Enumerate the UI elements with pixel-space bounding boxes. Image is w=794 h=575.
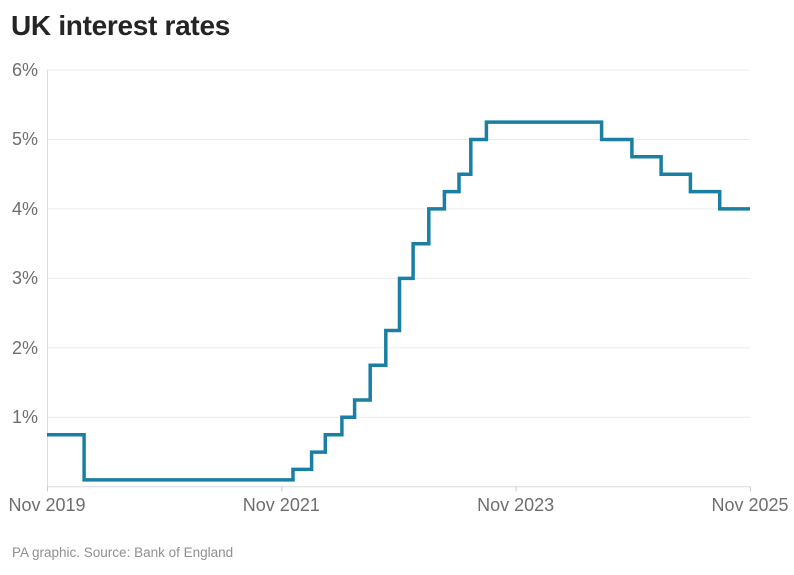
y-tick-label: 3% <box>11 268 38 289</box>
rate-step-line <box>47 120 750 482</box>
x-tick-label: Nov 2019 <box>8 495 86 515</box>
x-tick-label: Nov 2021 <box>242 495 320 515</box>
y-tick-label: 5% <box>11 129 38 150</box>
source-attribution: PA graphic. Source: Bank of England <box>12 545 234 560</box>
page-title: UK interest rates <box>11 10 230 41</box>
y-tick-label: 6% <box>11 60 38 80</box>
y-tick-label: 2% <box>11 337 38 358</box>
x-tick-label: Nov 2023 <box>477 495 555 515</box>
x-tick-label: Nov 2025 <box>711 495 789 515</box>
y-tick-label: 4% <box>11 198 38 219</box>
y-tick-label: 1% <box>11 407 38 428</box>
